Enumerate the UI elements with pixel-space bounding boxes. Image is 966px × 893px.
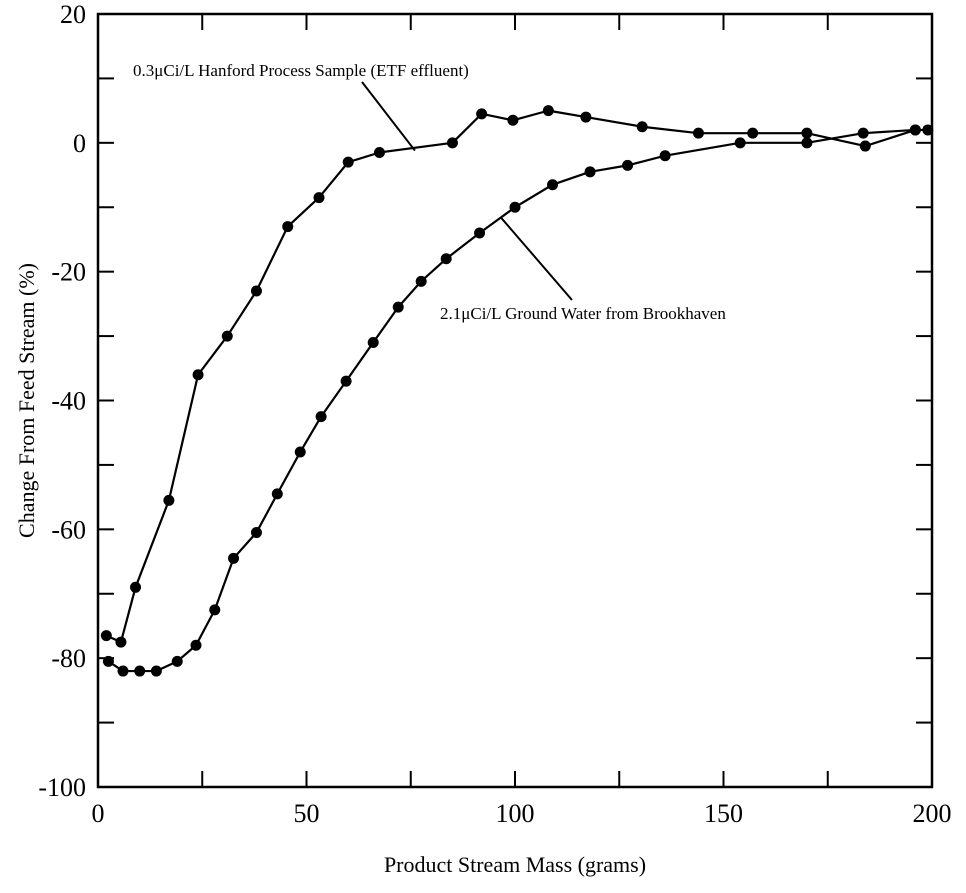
y-tick-label: -40 bbox=[51, 387, 86, 416]
data-point bbox=[340, 375, 352, 387]
data-point bbox=[367, 337, 379, 349]
data-point bbox=[476, 108, 488, 120]
data-point bbox=[801, 127, 813, 139]
data-point bbox=[392, 301, 404, 313]
axis-ticks: 0 50 100 150 200 -100 -80 -60 -40 -20 0 20 bbox=[38, 0, 951, 828]
data-point bbox=[342, 156, 354, 168]
series-annotation: 2.1μCi/L Ground Water from Brookhaven bbox=[440, 304, 726, 323]
data-point bbox=[315, 411, 327, 423]
data-point bbox=[922, 124, 934, 136]
data-point bbox=[134, 665, 146, 677]
data-point bbox=[622, 159, 634, 171]
data-point bbox=[542, 105, 554, 117]
data-point bbox=[636, 121, 648, 133]
y-tick-label: -100 bbox=[38, 773, 86, 802]
y-axis-label: Change From Feed Stream (%) bbox=[14, 263, 39, 538]
x-tick-label: 150 bbox=[704, 799, 743, 828]
data-point bbox=[250, 285, 262, 297]
y-tick-label: -80 bbox=[51, 644, 86, 673]
series-1 bbox=[102, 124, 921, 677]
data-point bbox=[509, 201, 521, 213]
data-point bbox=[271, 488, 283, 500]
data-point bbox=[692, 127, 704, 139]
data-point bbox=[801, 137, 813, 149]
data-point bbox=[192, 369, 204, 381]
data-point bbox=[282, 221, 294, 233]
x-tick-label: 200 bbox=[913, 799, 952, 828]
data-point bbox=[130, 581, 142, 593]
y-tick-label: -60 bbox=[51, 515, 86, 544]
data-point bbox=[117, 665, 129, 677]
data-point bbox=[163, 494, 175, 506]
data-point bbox=[102, 655, 114, 667]
annotation-layer: 0.3μCi/L Hanford Process Sample (ETF eff… bbox=[133, 61, 726, 323]
data-point bbox=[580, 111, 592, 123]
x-axis-label: Product Stream Mass (grams) bbox=[384, 852, 646, 877]
data-point bbox=[440, 253, 452, 265]
data-point bbox=[584, 166, 596, 178]
data-point bbox=[294, 446, 306, 458]
data-point bbox=[734, 137, 746, 149]
data-point bbox=[859, 140, 871, 152]
series-0 bbox=[100, 105, 934, 648]
x-tick-label: 0 bbox=[92, 799, 105, 828]
y-tick-label: -20 bbox=[51, 258, 86, 287]
data-point bbox=[250, 527, 262, 539]
data-point bbox=[547, 179, 559, 191]
data-point bbox=[909, 124, 921, 136]
x-tick-label: 100 bbox=[496, 799, 535, 828]
y-tick-label: 20 bbox=[60, 0, 86, 29]
y-tick-label: 0 bbox=[73, 129, 86, 158]
data-point bbox=[100, 630, 112, 642]
data-point bbox=[659, 150, 671, 162]
data-point bbox=[446, 137, 458, 149]
data-point bbox=[474, 227, 486, 239]
series-annotation: 0.3μCi/L Hanford Process Sample (ETF eff… bbox=[133, 61, 469, 80]
annotation-leader bbox=[499, 216, 573, 301]
x-tick-label: 50 bbox=[294, 799, 320, 828]
data-point bbox=[190, 639, 202, 651]
data-point bbox=[507, 114, 519, 126]
data-point bbox=[228, 552, 240, 564]
data-point bbox=[115, 636, 127, 648]
series-layer bbox=[100, 105, 934, 677]
data-point bbox=[171, 655, 183, 667]
annotation-leader bbox=[361, 81, 416, 152]
data-point bbox=[747, 127, 759, 139]
data-point bbox=[313, 192, 325, 204]
data-point bbox=[150, 665, 162, 677]
data-point bbox=[857, 127, 869, 139]
data-point bbox=[221, 330, 233, 342]
data-point bbox=[209, 604, 221, 616]
data-point bbox=[415, 275, 427, 287]
series-line bbox=[105, 109, 928, 644]
data-point bbox=[373, 146, 385, 158]
